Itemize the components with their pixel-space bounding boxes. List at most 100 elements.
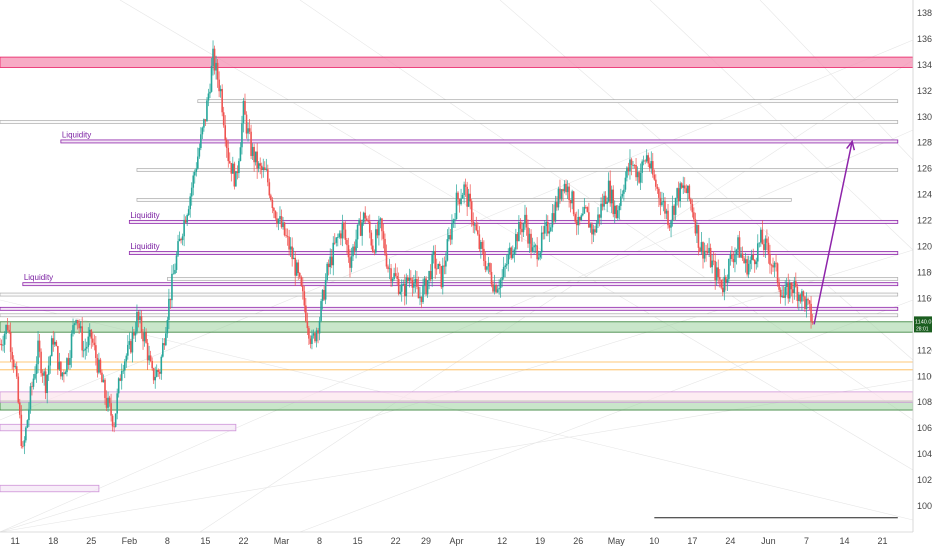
- candle-body: [283, 222, 286, 236]
- y-tick-label: 1000.0: [917, 501, 932, 511]
- candle-body: [764, 238, 767, 250]
- candle-body: [78, 323, 80, 329]
- candle-body: [442, 265, 444, 288]
- candle-body: [349, 257, 351, 268]
- y-tick-label: 1280.0: [917, 138, 932, 148]
- candle-body: [467, 193, 470, 207]
- candle-body: [29, 386, 32, 410]
- candle-body: [387, 266, 389, 270]
- candle-body: [352, 246, 354, 257]
- candle-body: [203, 119, 205, 128]
- candle-body: [397, 278, 400, 294]
- candle-body: [744, 259, 747, 264]
- candle-body: [15, 366, 18, 377]
- candle-body: [305, 305, 307, 322]
- y-tick-label: 1080.0: [917, 397, 932, 407]
- candle-body: [343, 222, 345, 230]
- candle-body: [353, 246, 356, 251]
- candle-body: [688, 185, 691, 200]
- candle-body: [522, 223, 525, 233]
- candle-body: [32, 378, 35, 387]
- price-label-box: [914, 316, 932, 333]
- candle-body: [446, 239, 449, 261]
- y-tick-label: 1040.0: [917, 449, 932, 459]
- candle-body: [382, 231, 385, 239]
- candle-body: [554, 202, 557, 222]
- candle-body: [793, 281, 796, 294]
- candle-body: [365, 218, 368, 221]
- candle-body: [718, 276, 721, 280]
- candle-body: [598, 214, 601, 218]
- candle-body: [770, 264, 773, 266]
- candle-body: [333, 242, 336, 244]
- candle-body: [423, 278, 426, 286]
- candle-body: [550, 227, 552, 232]
- candle-body: [560, 189, 563, 200]
- candle-body: [28, 409, 30, 421]
- candle-body: [621, 193, 624, 197]
- candle-body: [235, 171, 237, 187]
- candle-body: [801, 291, 803, 302]
- candle-body: [769, 253, 771, 265]
- candle-body: [41, 373, 44, 376]
- candle-body: [525, 214, 528, 228]
- candle-body: [434, 251, 436, 269]
- candle-body: [200, 134, 202, 148]
- candle-body: [766, 238, 768, 243]
- candle-body: [327, 263, 330, 268]
- x-tick-label: 8: [165, 536, 170, 546]
- y-tick-label: 1060.0: [917, 423, 932, 433]
- candle-body: [104, 379, 106, 399]
- candle-body: [534, 245, 537, 247]
- candle-body: [632, 164, 634, 166]
- candle-body: [177, 241, 179, 256]
- candle-body: [88, 329, 91, 337]
- candle-body: [385, 253, 388, 267]
- candle-body: [493, 284, 496, 292]
- candle-body: [292, 257, 295, 260]
- candle-body: [518, 221, 520, 242]
- candle-body: [802, 291, 805, 297]
- candle-body: [574, 214, 576, 222]
- candle-body: [422, 285, 424, 303]
- projection-arrow: [813, 141, 853, 325]
- candle-body: [247, 128, 249, 134]
- candle-body: [356, 224, 359, 240]
- candle-body: [114, 413, 117, 427]
- candle-body: [47, 365, 50, 375]
- candle-body: [400, 284, 403, 292]
- candle-body: [297, 262, 300, 274]
- candle-body: [778, 282, 780, 290]
- candle-body: [37, 340, 39, 365]
- candle-body: [180, 238, 182, 241]
- candle-body: [187, 209, 190, 216]
- candle-body: [723, 276, 726, 293]
- candle-body: [508, 247, 511, 255]
- candle-body: [528, 233, 531, 244]
- candle-body: [49, 356, 52, 366]
- candle-body: [6, 325, 9, 330]
- candle-body: [702, 242, 704, 259]
- candle-body: [470, 201, 473, 222]
- candle-body: [438, 263, 441, 267]
- y-axis[interactable]: 1000.0 1020.0 1040.0 1060.0 1080.0 1100.0 1120…: [912, 0, 932, 550]
- candle-body: [123, 361, 126, 371]
- candle-body: [70, 333, 73, 358]
- candle-body: [330, 256, 333, 266]
- candle-body: [670, 221, 672, 228]
- x-tick-label: 12: [497, 536, 507, 546]
- candle-body: [381, 218, 383, 232]
- x-axis[interactable]: 11 18 25 Feb 8 15 22 Mar 8 15 22 29 Apr 12 19 26 May 10 17…: [0, 531, 932, 550]
- candle-body: [378, 220, 380, 236]
- candle-body: [767, 242, 770, 254]
- candle-body: [98, 359, 100, 373]
- candle-body: [5, 325, 7, 335]
- candle-body: [604, 195, 607, 204]
- candle-body: [142, 332, 144, 342]
- candle-body: [410, 277, 412, 280]
- candle-body: [483, 248, 485, 261]
- candle-body: [253, 146, 255, 163]
- candle-body: [263, 167, 266, 170]
- candle-body: [709, 247, 712, 268]
